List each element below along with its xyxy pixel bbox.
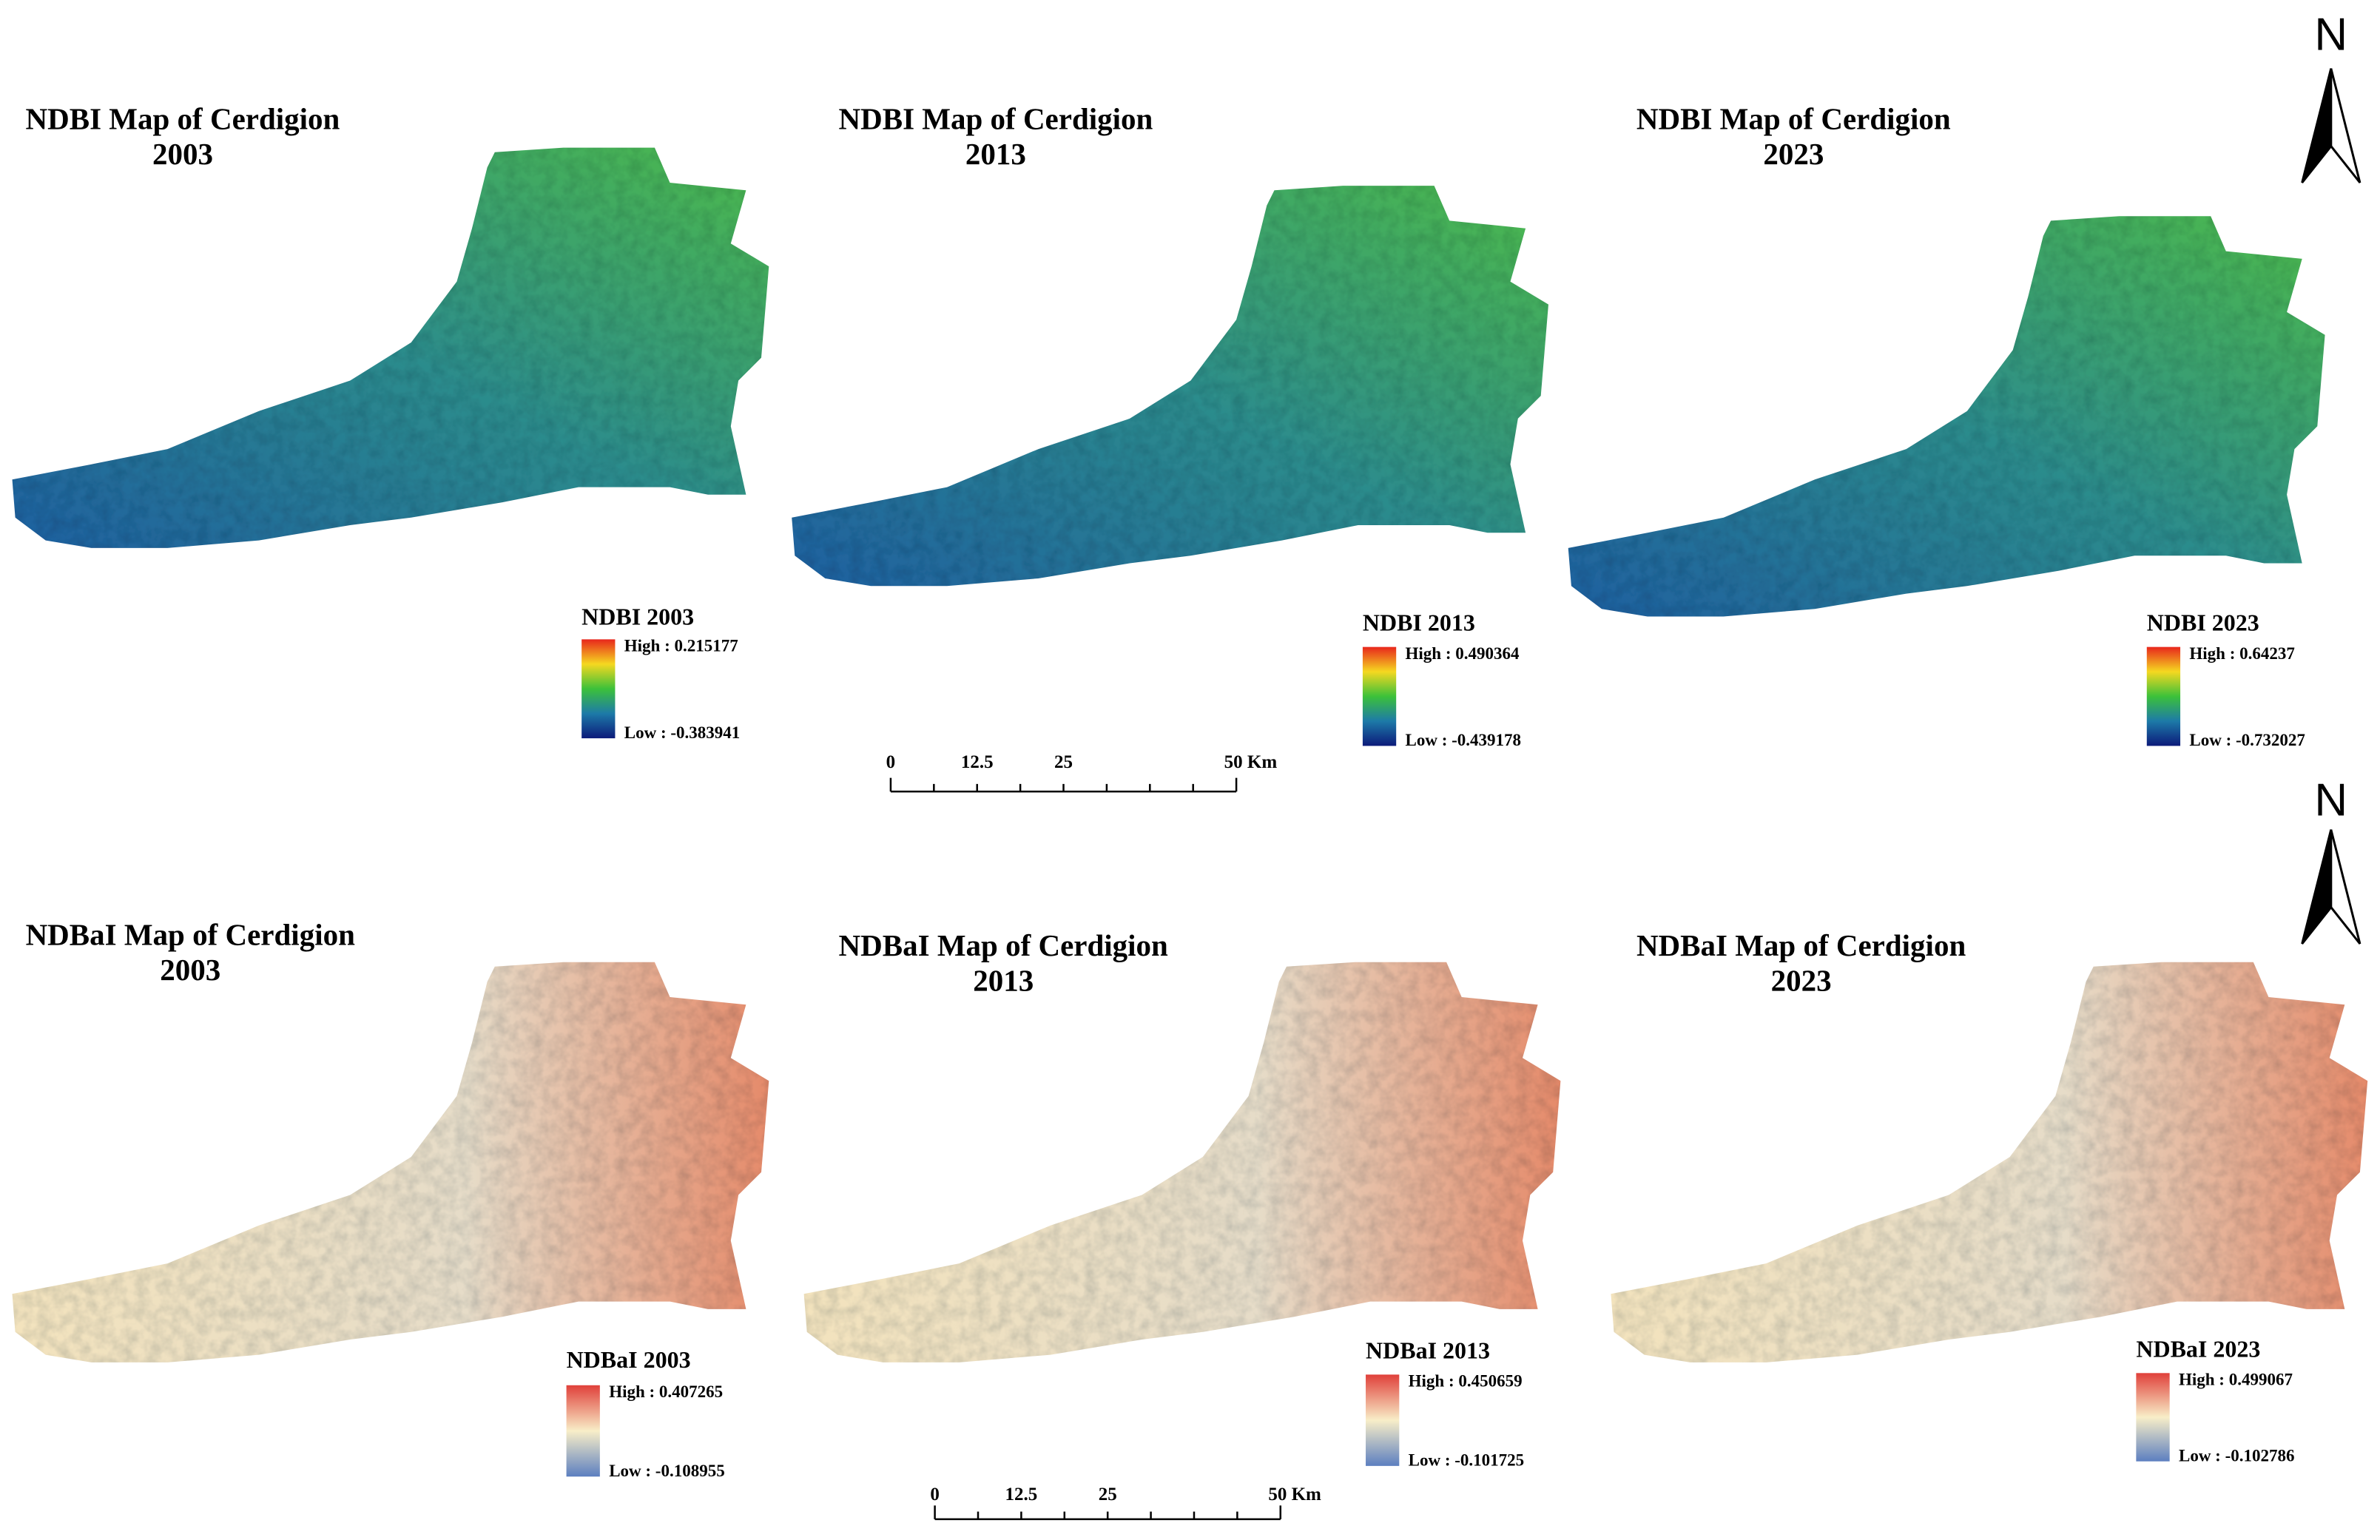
map-year: 2013 — [973, 963, 1034, 997]
legend-title: NDBI 2003 — [581, 603, 694, 629]
scale-label: 0 — [930, 1485, 940, 1504]
north-label: N — [2314, 774, 2347, 825]
legend-low: Low : -0.101725 — [1409, 1451, 1525, 1470]
legend-ramp — [1362, 646, 1397, 746]
arrow-right — [2330, 68, 2362, 183]
legend-high: High : 0.215177 — [624, 637, 738, 655]
legend-low: Low : -0.383941 — [624, 723, 741, 742]
legend-title: NDBI 2013 — [1363, 609, 1475, 636]
arrow-left — [2301, 68, 2333, 183]
legend-low: Low : -0.102786 — [2179, 1446, 2295, 1465]
region-map — [792, 186, 1548, 587]
legend-low: Low : -0.439178 — [1406, 731, 1522, 749]
map-title: NDBaI Map of Cerdigion — [839, 928, 1169, 962]
legend-ramp — [1366, 1374, 1400, 1466]
legend-title: NDBaI 2013 — [1366, 1337, 1490, 1363]
legend-high: High : 0.490364 — [1406, 644, 1520, 663]
legend-ramp — [2146, 646, 2181, 746]
scale-bar: 0 12.5 25 50 Km — [930, 1485, 1321, 1521]
legend-title: NDBaI 2003 — [567, 1346, 691, 1373]
map-title: NDBI Map of Cerdigion — [839, 102, 1153, 136]
scale-label: 12.5 — [1005, 1485, 1038, 1504]
scale-label: 50 Km — [1224, 752, 1278, 772]
north-label: N — [2314, 9, 2347, 60]
legend-high: High : 0.499067 — [2179, 1371, 2293, 1389]
legend-high: High : 0.64237 — [2189, 644, 2294, 663]
map-year: 2013 — [965, 137, 1026, 171]
arrow-right — [2330, 829, 2362, 945]
map-year: 2023 — [1763, 137, 1824, 171]
scale-label: 25 — [1099, 1485, 1117, 1504]
map-year: 2023 — [1771, 963, 1832, 997]
scale-label: 50 Km — [1268, 1485, 1321, 1504]
map-year: 2003 — [152, 137, 213, 171]
north-arrow: N — [2301, 774, 2362, 945]
legend-low: Low : -0.108955 — [609, 1462, 725, 1480]
legend-ramp — [566, 1385, 600, 1477]
legend-ramp — [2136, 1373, 2170, 1462]
north-arrow: N — [2301, 9, 2362, 183]
legend-low: Low : -0.732027 — [2189, 731, 2305, 749]
map-title: NDBI Map of Cerdigion — [26, 102, 340, 136]
region-map — [803, 962, 1561, 1362]
legend-high: High : 0.450659 — [1409, 1372, 1523, 1391]
region-map — [1568, 216, 2325, 617]
scale-label: 12.5 — [961, 752, 994, 772]
region-map — [12, 962, 769, 1362]
map-title: NDBaI Map of Cerdigion — [26, 918, 356, 952]
region-map — [1611, 962, 2368, 1362]
map-year: 2003 — [160, 953, 220, 987]
legend-ramp — [581, 639, 616, 739]
scale-bar: 0 12.5 25 50 Km — [886, 752, 1278, 793]
legend-title: NDBI 2023 — [2147, 609, 2259, 636]
scale-label: 25 — [1054, 752, 1073, 772]
arrow-left — [2301, 829, 2333, 945]
legend-high: High : 0.407265 — [609, 1382, 723, 1401]
scale-label: 0 — [886, 752, 896, 772]
map-title: NDBI Map of Cerdigion — [1636, 102, 1951, 136]
region-map — [12, 147, 769, 548]
legend-title: NDBaI 2023 — [2136, 1335, 2260, 1362]
map-title: NDBaI Map of Cerdigion — [1636, 928, 1966, 962]
